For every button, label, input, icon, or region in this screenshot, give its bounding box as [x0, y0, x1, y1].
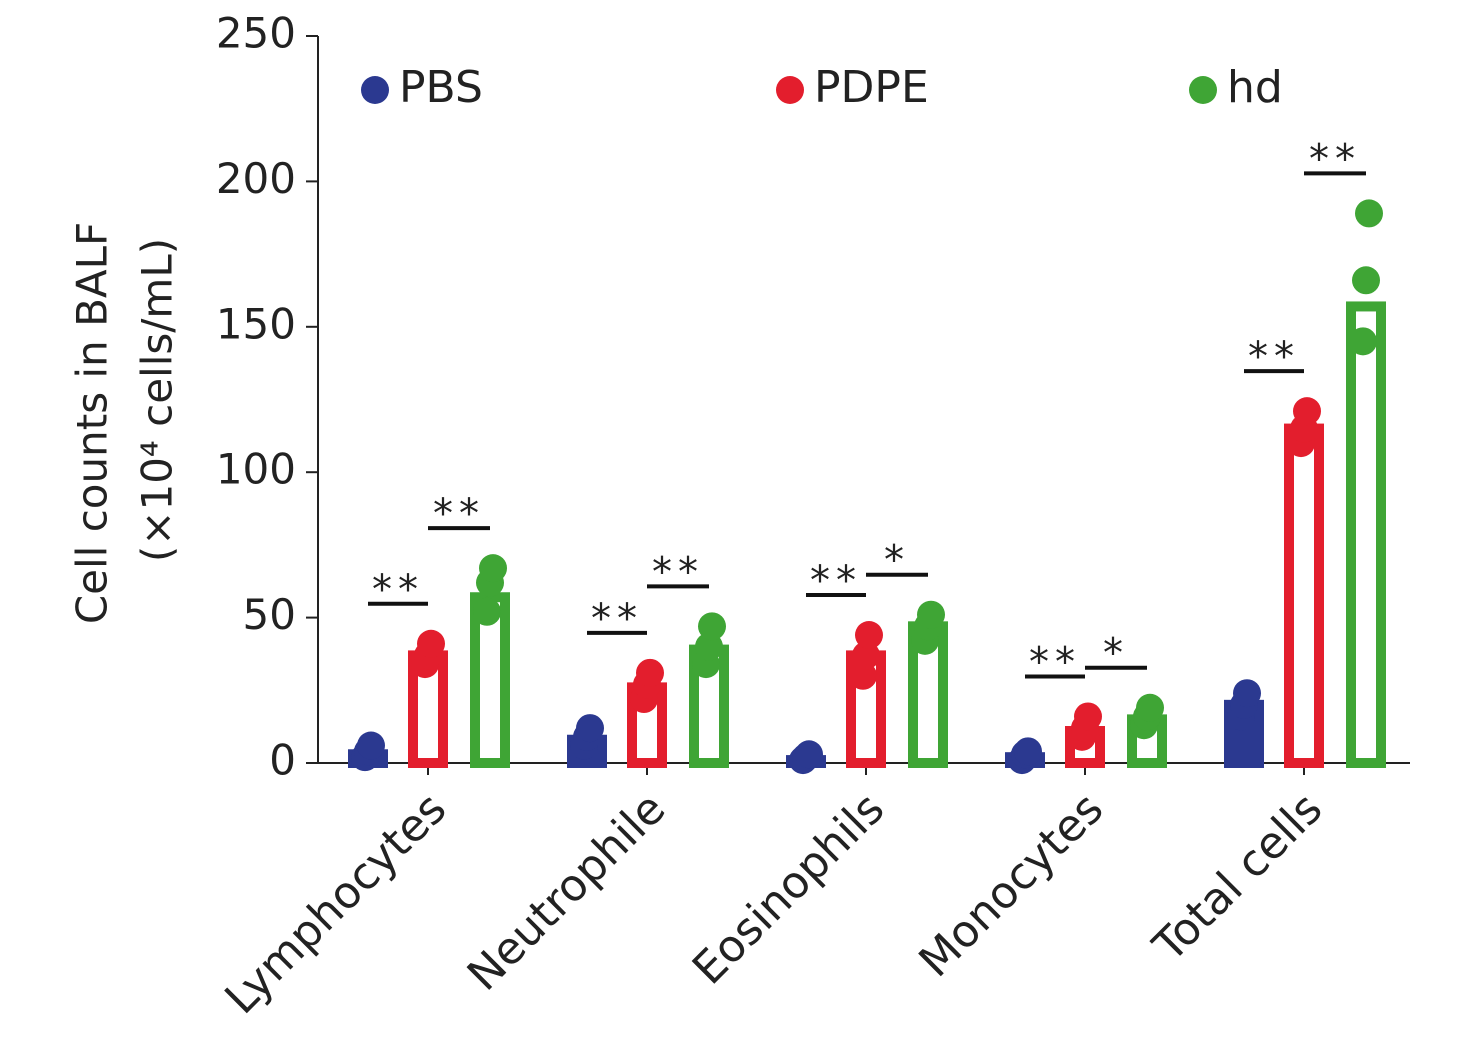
- data-point: [1293, 397, 1321, 426]
- data-point: [479, 554, 507, 583]
- x-tick-label: Total cells: [1143, 783, 1332, 972]
- data-point: [1233, 679, 1261, 708]
- y-tick-label: 50: [243, 590, 296, 639]
- legend-label: PBS: [399, 62, 483, 113]
- data-point: [1349, 327, 1377, 356]
- data-point: [698, 612, 726, 641]
- y-axis-label: (×10⁴ cells/mL): [133, 238, 182, 562]
- data-point: [1014, 737, 1042, 766]
- data-point: [357, 731, 385, 760]
- significance-label: **: [810, 558, 862, 604]
- data-point: [795, 740, 823, 769]
- significance-label: **: [1029, 639, 1081, 685]
- data-point: [1355, 199, 1383, 228]
- x-tick-label: Lymphocytes: [215, 783, 456, 1024]
- significance-label: **: [1248, 334, 1300, 380]
- y-tick-label: 250: [216, 9, 296, 58]
- data-point: [1352, 266, 1380, 295]
- y-tick-label: 0: [269, 736, 296, 785]
- legend-label: PDPE: [814, 62, 929, 113]
- data-point: [473, 597, 501, 626]
- significance-label: **: [372, 567, 424, 613]
- legend-marker: [361, 76, 389, 104]
- data-point: [855, 621, 883, 650]
- significance-label: **: [1309, 136, 1361, 182]
- x-tick-label: Eosinophils: [683, 783, 894, 994]
- data-point: [1074, 702, 1102, 731]
- significance-label: *: [1103, 631, 1129, 677]
- data-point: [417, 629, 445, 658]
- x-tick-label: Neutrophile: [458, 783, 675, 1000]
- y-tick-label: 100: [216, 445, 296, 494]
- y-tick-label: 150: [216, 299, 296, 348]
- bar: [1284, 423, 1324, 768]
- significance-label: **: [433, 491, 485, 537]
- data-point: [1136, 693, 1164, 722]
- y-tick-label: 200: [216, 154, 296, 203]
- significance-label: **: [652, 549, 704, 595]
- legend-label: hd: [1227, 62, 1283, 113]
- x-tick-label: Monocytes: [909, 783, 1113, 987]
- y-axis-label: Cell counts in BALF: [68, 222, 117, 624]
- legend-marker: [776, 76, 804, 104]
- data-point: [917, 600, 945, 629]
- data-point: [576, 714, 604, 743]
- significance-label: *: [884, 538, 910, 584]
- legend-marker: [1189, 76, 1217, 104]
- data-point: [636, 658, 664, 687]
- bar: [1346, 301, 1386, 768]
- significance-label: **: [591, 596, 643, 642]
